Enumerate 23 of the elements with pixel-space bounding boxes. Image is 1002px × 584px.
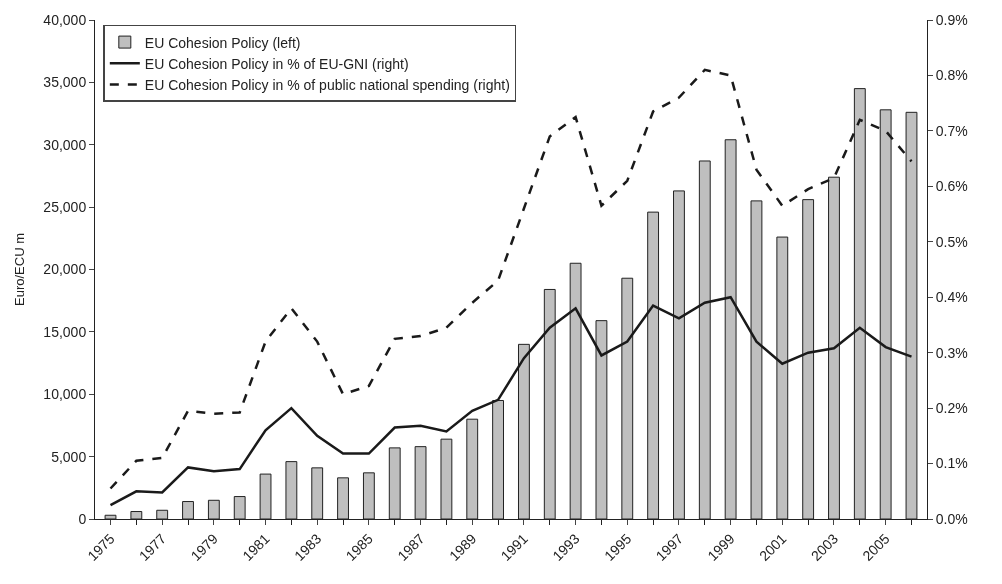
y2-tick-label: 0.9% xyxy=(935,11,968,28)
y-axis-title: Euro/ECU m xyxy=(12,233,28,306)
y2-tick-label: 0.4% xyxy=(935,289,968,306)
y2-tick-label: 0.3% xyxy=(935,344,968,361)
y-tick-label: 30,000 xyxy=(43,136,87,153)
y-tick-label: 15,000 xyxy=(43,323,87,340)
legend-label: EU Cohesion Policy in % of EU-GNI (right) xyxy=(144,55,409,72)
legend-label: EU Cohesion Policy (left) xyxy=(144,34,301,51)
y2-tick-label: 0.8% xyxy=(935,67,968,84)
y2-tick-label: 0.0% xyxy=(935,510,968,527)
y2-tick-label: 0.1% xyxy=(935,455,968,472)
y-tick-label: 35,000 xyxy=(43,74,87,91)
y2-tick-label: 0.2% xyxy=(935,400,968,417)
legend-label: EU Cohesion Policy in % of public national spending (right) xyxy=(144,76,510,93)
y-tick-label: 25,000 xyxy=(43,199,87,216)
y-tick-label: 40,000 xyxy=(43,11,87,28)
y2-tick-label: 0.7% xyxy=(935,122,968,139)
y2-tick-label: 0.5% xyxy=(935,233,968,250)
y-tick-label: 0 xyxy=(78,510,87,527)
y-tick-label: 10,000 xyxy=(43,386,87,403)
y-tick-label: 5,000 xyxy=(51,448,87,465)
y-tick-label: 20,000 xyxy=(43,261,87,278)
y2-tick-label: 0.6% xyxy=(935,178,968,195)
